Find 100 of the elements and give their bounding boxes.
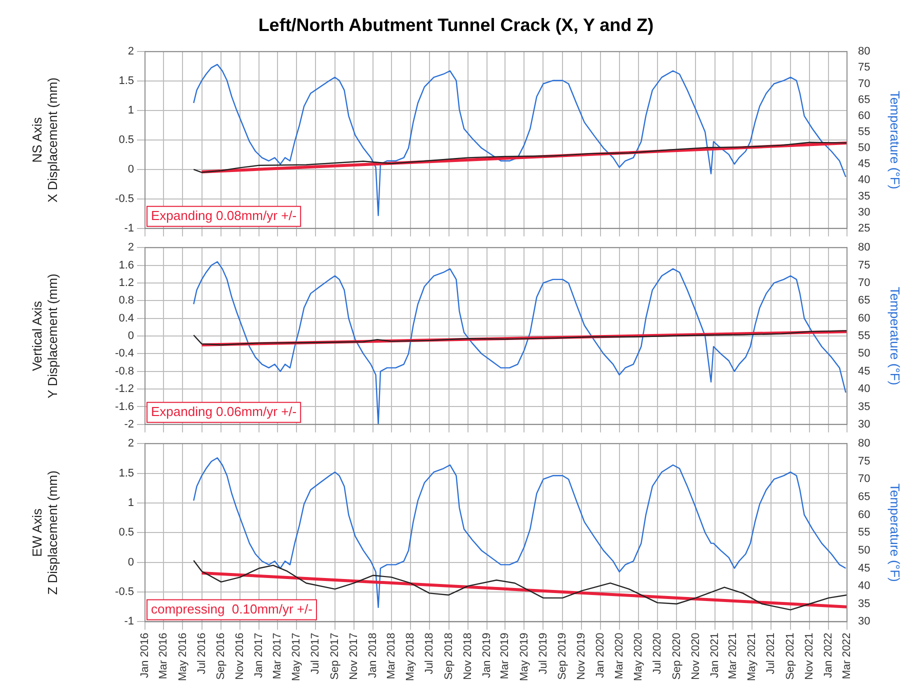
y2-tick-label: 55	[858, 330, 870, 342]
y2-tick-label: 45	[858, 365, 870, 378]
y2-tick-label: 40	[858, 383, 870, 396]
y-tick-label: 1.5	[118, 467, 134, 480]
y-axis-title: NS Axis X Displacement (mm)	[29, 78, 60, 202]
x-tick-label: Nov 2021	[804, 632, 816, 680]
y-tick-label: 2	[128, 46, 134, 58]
x-tick-label: Jul 2019	[537, 632, 550, 674]
y2-tick-label: 50	[858, 142, 870, 154]
x-tick-label: Jan 2016	[139, 632, 152, 678]
x-tick-label: Jul 2018	[423, 632, 436, 674]
y2-tick-label: 30	[858, 206, 870, 218]
x-tick-label: Mar 2016	[158, 632, 170, 680]
y-tick-label: -1	[124, 616, 134, 628]
x-tick-label: Nov 2016	[234, 632, 246, 680]
x-tick-label: Nov 2018	[462, 632, 474, 680]
x-tick-label: Sep 2016	[215, 632, 228, 680]
y-tick-label: -1.2	[115, 383, 134, 396]
x-tick-label: Nov 2019	[576, 632, 588, 680]
y2-axis-title: Temperature (°F)	[888, 286, 903, 386]
x-tick-label: May 2021	[746, 632, 758, 682]
annotation: compressing 0.10mm/yr +/-	[151, 601, 312, 616]
y2-tick-label: 45	[858, 158, 870, 170]
y2-tick-label: 70	[858, 276, 870, 289]
y2-tick-label: 75	[858, 455, 870, 468]
y-tick-label: 1	[128, 104, 134, 117]
x-tick-label: May 2019	[518, 632, 530, 682]
y2-tick-label: 80	[858, 46, 870, 58]
y-tick-label: 0	[128, 330, 134, 342]
y2-tick-label: 50	[858, 544, 870, 556]
y2-tick-label: 30	[858, 616, 870, 628]
y2-tick-label: 35	[858, 400, 870, 413]
y-tick-label: -0.5	[115, 192, 134, 205]
y-tick-label: 0.8	[118, 294, 134, 307]
x-tick-label: Jan 2022	[822, 632, 835, 678]
y2-tick-label: 45	[858, 562, 870, 574]
x-tick-label: May 2018	[404, 632, 416, 682]
x-tick-label: Sep 2020	[670, 632, 683, 680]
y2-tick-label: 55	[858, 126, 870, 138]
x-tick-label: May 2020	[632, 632, 644, 682]
y2-tick-label: 40	[858, 174, 870, 186]
y2-tick-label: 60	[858, 110, 870, 122]
y2-tick-label: 80	[858, 438, 870, 450]
y-tick-label: -2	[124, 418, 134, 430]
y-axis-title: EW Axis Z Displacement (mm)	[29, 470, 60, 595]
y2-tick-label: 35	[858, 190, 870, 202]
chart-title: Left/North Abutment Tunnel Crack (X, Y and Z)	[257, 14, 655, 37]
y-tick-label: -1.6	[115, 400, 134, 413]
y-tick-label: 1	[128, 496, 134, 509]
y2-tick-label: 60	[858, 312, 870, 324]
y-tick-label: 0.5	[118, 526, 134, 539]
y2-tick-label: 75	[858, 62, 870, 74]
x-tick-label: Mar 2020	[613, 632, 626, 680]
x-tick-label: Jan 2018	[367, 632, 379, 678]
y2-tick-label: 40	[858, 580, 870, 592]
y2-axis-title: Temperature (°F)	[888, 90, 903, 190]
x-tick-label: Jul 2020	[651, 632, 664, 674]
y2-tick-label: 35	[858, 598, 870, 610]
y2-axis-title: Temperature (°F)	[888, 483, 903, 582]
y2-tick-label: 55	[858, 526, 870, 539]
y2-tick-label: 30	[858, 418, 870, 430]
y2-tick-label: 65	[858, 491, 870, 504]
y2-tick-label: 75	[858, 259, 870, 272]
y-tick-label: -0.4	[115, 348, 134, 360]
x-tick-label: Nov 2020	[690, 632, 702, 680]
x-tick-label: Jul 2017	[310, 632, 322, 674]
x-tick-label: Mar 2019	[499, 632, 512, 680]
annotation: Expanding 0.06mm/yr +/-	[151, 404, 297, 419]
x-tick-label: Jul 2021	[765, 632, 778, 674]
x-tick-label: Nov 2017	[348, 632, 360, 680]
x-tick-label: Sep 2018	[442, 632, 455, 680]
x-tick-label: Jul 2016	[196, 632, 208, 674]
y2-tick-label: 60	[858, 508, 870, 521]
y-tick-label: 2	[128, 438, 134, 450]
y-axis-title: Vertical Axis Y Displacement (mm)	[29, 274, 60, 398]
y-tick-label: 0	[128, 164, 134, 176]
annotation: Expanding 0.08mm/yr +/-	[151, 208, 297, 223]
y-tick-label: 1.5	[118, 75, 134, 88]
x-tick-label: Jan 2017	[253, 632, 266, 678]
y-tick-label: 1.2	[118, 276, 134, 289]
x-tick-label: Jan 2021	[708, 632, 721, 678]
y2-tick-label: 70	[858, 78, 870, 90]
x-tick-label: Mar 2018	[385, 632, 398, 680]
x-tick-label: May 2016	[176, 632, 189, 682]
y-tick-label: -0.8	[115, 365, 134, 378]
y2-tick-label: 80	[858, 242, 870, 254]
y2-tick-label: 50	[858, 348, 870, 360]
x-tick-label: Sep 2017	[328, 632, 341, 680]
y-tick-label: 1.6	[118, 259, 134, 272]
y-tick-label: 0	[128, 556, 134, 568]
x-tick-label: Sep 2021	[784, 632, 797, 680]
x-tick-label: Mar 2022	[841, 632, 854, 680]
y-tick-label: -1	[124, 222, 134, 234]
y2-tick-label: 25	[858, 222, 870, 234]
x-tick-label: Mar 2021	[727, 632, 740, 680]
y2-tick-label: 70	[858, 473, 870, 486]
y-tick-label: 0.4	[118, 312, 134, 324]
x-tick-label: May 2017	[290, 632, 303, 682]
x-tick-label: Sep 2019	[556, 632, 569, 680]
y2-tick-label: 65	[858, 94, 870, 106]
